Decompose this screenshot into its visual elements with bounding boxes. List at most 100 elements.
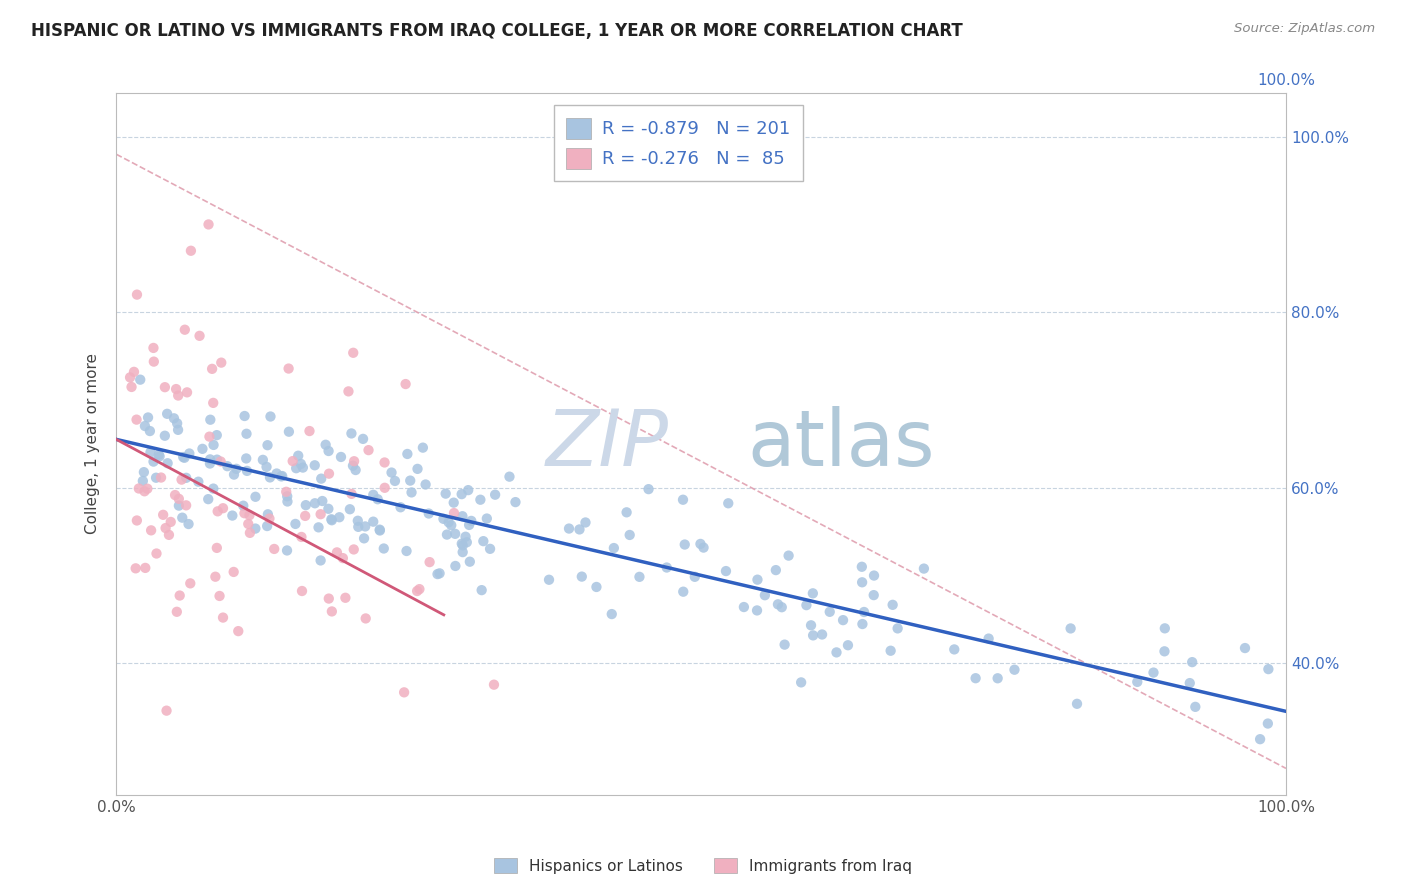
Point	[673, 537, 696, 551]
Point	[284, 516, 307, 531]
Point	[125, 412, 148, 426]
Point	[167, 499, 190, 513]
Point	[832, 613, 855, 627]
Point	[172, 510, 194, 524]
Point	[745, 603, 768, 617]
Point	[1126, 674, 1149, 689]
Point	[222, 565, 245, 579]
Point	[374, 481, 396, 495]
Point	[368, 523, 391, 537]
Point	[321, 604, 343, 618]
Point	[472, 534, 495, 549]
Point	[773, 638, 796, 652]
Text: atlas: atlas	[748, 406, 935, 482]
Point	[136, 482, 159, 496]
Point	[380, 466, 402, 480]
Point	[139, 424, 162, 438]
Point	[337, 384, 360, 399]
Point	[257, 508, 280, 522]
Point	[179, 576, 201, 591]
Point	[637, 482, 659, 496]
Point	[443, 506, 465, 520]
Point	[717, 496, 740, 510]
Point	[148, 448, 170, 462]
Point	[205, 452, 228, 467]
Point	[187, 475, 209, 489]
Point	[173, 450, 195, 465]
Point	[326, 545, 349, 559]
Point	[172, 450, 194, 464]
Point	[259, 470, 281, 484]
Point	[134, 561, 156, 575]
Point	[304, 496, 326, 510]
Text: HISPANIC OR LATINO VS IMMIGRANTS FROM IRAQ COLLEGE, 1 YEAR OR MORE CORRELATION C: HISPANIC OR LATINO VS IMMIGRANTS FROM IR…	[31, 22, 963, 40]
Point	[342, 345, 364, 359]
Point	[454, 530, 477, 544]
Point	[498, 469, 520, 483]
Point	[298, 424, 321, 438]
Point	[384, 474, 406, 488]
Point	[212, 610, 235, 624]
Point	[1059, 622, 1081, 636]
Point	[188, 328, 211, 343]
Point	[167, 388, 190, 402]
Point	[558, 522, 581, 536]
Point	[361, 515, 384, 529]
Point	[179, 446, 201, 460]
Point	[825, 645, 848, 659]
Point	[851, 559, 873, 574]
Point	[166, 605, 188, 619]
Point	[217, 459, 239, 474]
Point	[801, 628, 824, 642]
Point	[174, 471, 197, 485]
Point	[537, 573, 560, 587]
Point	[122, 365, 145, 379]
Point	[418, 507, 440, 521]
Point	[1142, 665, 1164, 680]
Point	[232, 499, 254, 513]
Point	[318, 444, 340, 458]
Point	[451, 545, 474, 559]
Point	[256, 438, 278, 452]
Point	[309, 472, 332, 486]
Point	[180, 244, 202, 258]
Point	[150, 470, 173, 484]
Point	[165, 382, 187, 396]
Point	[233, 409, 256, 423]
Point	[943, 642, 966, 657]
Text: ZIP: ZIP	[546, 406, 669, 482]
Point	[778, 549, 800, 563]
Text: Source: ZipAtlas.com: Source: ZipAtlas.com	[1234, 22, 1375, 36]
Point	[202, 438, 225, 452]
Point	[406, 584, 429, 599]
Point	[295, 498, 318, 512]
Point	[444, 526, 467, 541]
Point	[689, 537, 711, 551]
Point	[152, 508, 174, 522]
Point	[271, 469, 294, 483]
Point	[987, 671, 1010, 685]
Point	[266, 467, 288, 481]
Point	[434, 486, 457, 500]
Point	[574, 516, 596, 530]
Point	[886, 621, 908, 635]
Point	[118, 370, 141, 384]
Point	[1233, 641, 1256, 656]
Point	[406, 462, 429, 476]
Point	[616, 505, 638, 519]
Point	[368, 524, 391, 538]
Point	[238, 516, 260, 531]
Point	[191, 442, 214, 456]
Point	[205, 428, 228, 442]
Point	[343, 454, 366, 468]
Point	[451, 509, 474, 524]
Point	[201, 362, 224, 376]
Point	[1004, 663, 1026, 677]
Point	[1181, 655, 1204, 669]
Point	[401, 485, 423, 500]
Point	[270, 469, 292, 483]
Point	[458, 555, 481, 569]
Point	[176, 385, 198, 400]
Point	[205, 541, 228, 555]
Point	[169, 589, 191, 603]
